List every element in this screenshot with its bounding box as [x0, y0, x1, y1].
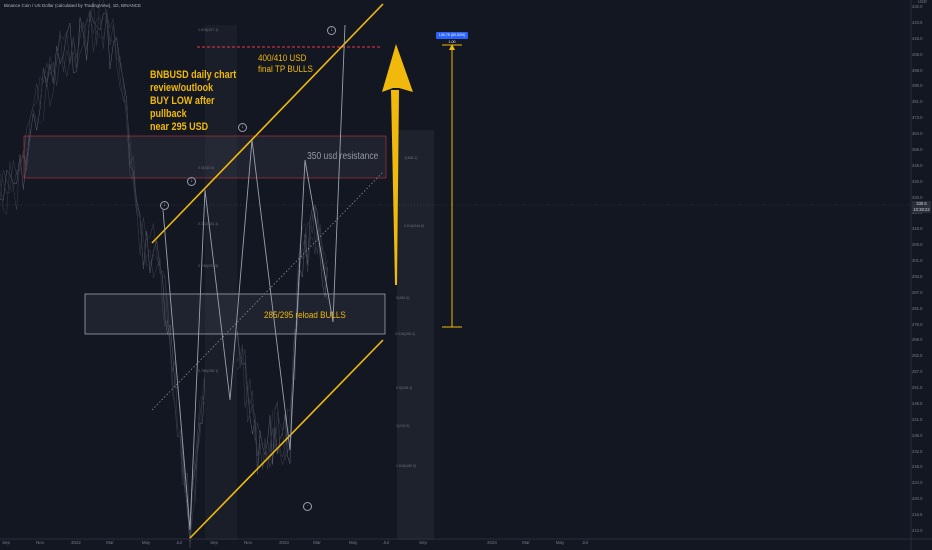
price-tick: 213.0 — [912, 528, 923, 533]
fib-level-label: 0.618(265.0) — [395, 332, 416, 336]
time-tick: Jul — [582, 540, 588, 545]
price-tick: 301.0 — [912, 258, 923, 264]
reload-annotation[interactable]: 285/295 reload BULLS — [264, 310, 346, 321]
fib-level-label: 1(368.1) — [404, 156, 418, 160]
time-tick: Jul — [383, 540, 389, 545]
event-icon[interactable]: · — [303, 502, 312, 511]
fib-level-label: 1.618(407.1) — [198, 28, 219, 32]
chart-title: Binance Coin / US Dollar (calculated by … — [4, 3, 141, 8]
projection-path — [162, 24, 346, 531]
time-tick: Sep — [419, 540, 427, 545]
fib-level-label: 0.236(293.5) — [198, 264, 219, 268]
fib-level-label: 0(280.0) — [396, 296, 410, 300]
time-tick: Jul — [176, 540, 182, 545]
current-price: 330.5 — [916, 201, 927, 206]
price-history-line — [0, 11, 328, 548]
measure-label: 140.75 (50.53%) 1.00 — [436, 32, 468, 44]
price-tick: 281.5 — [912, 305, 923, 311]
price-tick: 308.0 — [912, 242, 923, 248]
time-tick: Sep — [2, 540, 10, 545]
price-tick: 348.0 — [912, 162, 923, 168]
projection-panel — [397, 130, 434, 540]
price-tick: 293.5 — [912, 273, 923, 279]
time-tick: May — [141, 540, 151, 545]
price-tick: 408.0 — [912, 51, 923, 57]
outlook-line-4: near 295 USD — [150, 121, 209, 133]
fib-panel-left — [205, 25, 237, 540]
current-price-time: 10:38:22 — [913, 207, 930, 212]
price-tick: 316.0 — [912, 226, 923, 232]
channel-middle — [151, 171, 384, 411]
outlook-line-3: BUY LOW after pullback — [150, 95, 215, 120]
channel-lower — [189, 339, 384, 539]
resistance-zone — [23, 135, 387, 179]
currency-label: USD — [918, 0, 927, 4]
price-tick: 224.0 — [912, 480, 923, 486]
price-tick: 381.0 — [912, 99, 923, 105]
time-tick: May — [348, 540, 358, 545]
time-tick: Sep — [210, 540, 218, 545]
outlook-line-1: BNBUSD daily chart — [150, 69, 237, 81]
price-tick: 220.0 — [912, 496, 923, 502]
target-annotation[interactable]: 400/410 USD final TP BULLS — [258, 53, 326, 75]
price-tick: 216.5 — [912, 512, 923, 518]
resistance-annotation[interactable]: 350 usd resistance — [307, 151, 379, 162]
price-tick: 246.5 — [912, 400, 923, 406]
arrow-down-icon[interactable]: ↓ — [238, 123, 247, 132]
outlook-annotation[interactable]: BNBUSD daily chart review/outlook BUY LO… — [150, 69, 248, 134]
price-tick: 241.5 — [912, 416, 923, 422]
fib-level-label: 0.382(324.1) — [198, 222, 219, 226]
price-tick: 257.0 — [912, 369, 923, 375]
arrow-down-icon[interactable]: ↓ — [327, 26, 336, 35]
current-price-tag: 330.5 10:38:22 — [912, 201, 931, 213]
price-tick: 276.0 — [912, 321, 923, 327]
price-tick: 330.0 — [912, 194, 923, 200]
time-tick: Mar — [522, 540, 530, 545]
price-tick: 415.0 — [912, 35, 923, 41]
price-tick: 390.0 — [912, 83, 923, 89]
outlook-line-2: review/outlook — [150, 82, 214, 94]
time-tick: 2022 — [71, 540, 81, 545]
price-tick: 228.0 — [912, 464, 923, 470]
big-up-arrow — [382, 44, 413, 285]
support-zone — [84, 293, 386, 335]
price-tick: 356.0 — [912, 146, 923, 152]
arrow-down-icon[interactable]: ↓ — [160, 201, 169, 210]
fib-level-label: 0.5(238.1) — [396, 386, 413, 390]
price-tick: 398.0 — [912, 67, 923, 73]
time-tick: May — [555, 540, 565, 545]
measure-tool — [442, 44, 462, 328]
time-tick: Nov — [36, 540, 44, 545]
price-tick: 373.0 — [912, 115, 923, 121]
fib-level-label: 1.618(182.9) — [396, 464, 417, 468]
price-tick: 340.0 — [912, 178, 923, 184]
price-tick: 232.5 — [912, 448, 923, 454]
price-tick: 287.0 — [912, 289, 923, 295]
time-tick: Nov — [244, 540, 252, 545]
fib-level-label: 0.618(344.6) — [404, 224, 425, 228]
fib-level-label: 0.786(258.1) — [198, 369, 219, 373]
price-tick: 432.0 — [912, 4, 923, 9]
time-tick: 2024 — [487, 540, 497, 545]
price-tick: 262.5 — [912, 353, 923, 359]
target-line-1: 400/410 USD — [258, 53, 307, 64]
price-tick: 251.5 — [912, 385, 923, 391]
target-line-2: final TP BULLS — [258, 64, 313, 75]
price-tick: 236.0 — [912, 432, 923, 438]
time-tick: 2023 — [279, 540, 289, 545]
fib-level-label: 1(210.0) — [396, 424, 410, 428]
fib-level-label: 0.5(330.5) — [198, 166, 215, 170]
arrow-down-icon[interactable]: ↓ — [187, 177, 196, 186]
time-tick: Mar — [106, 540, 114, 545]
time-tick: Mar — [313, 540, 321, 545]
price-tick: 269.0 — [912, 337, 923, 343]
price-tick: 423.5 — [912, 19, 923, 25]
price-tick: 364.0 — [912, 131, 923, 137]
